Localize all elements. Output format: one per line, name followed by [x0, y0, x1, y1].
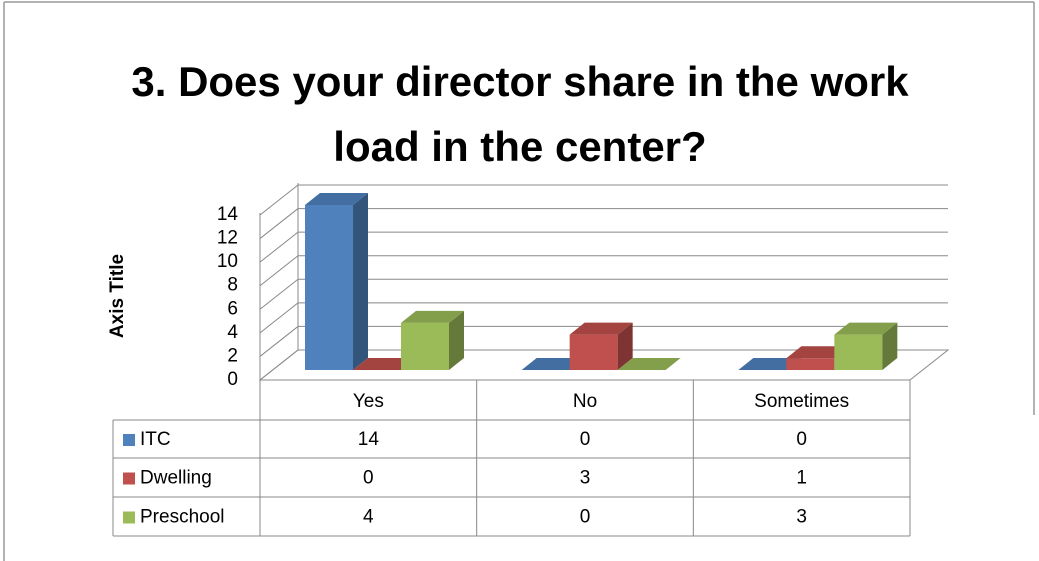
table-value: 3 [580, 468, 591, 489]
table-value: 0 [580, 507, 591, 528]
table-value: 14 [358, 429, 380, 450]
grid-line [259, 255, 299, 287]
legend-key [123, 472, 135, 485]
x-tick-label: No [573, 391, 597, 412]
y-tick-label: 6 [227, 298, 238, 319]
bar-face [882, 322, 898, 370]
grid-line [259, 349, 299, 381]
grid-line [259, 184, 299, 216]
table-value: 0 [363, 468, 374, 489]
table-value: 3 [796, 507, 807, 528]
bar-face [305, 193, 368, 205]
bar [401, 310, 464, 370]
bar-face [401, 322, 449, 370]
y-tick-label: 0 [227, 369, 238, 390]
bar-face [449, 310, 464, 370]
bar-face [569, 334, 618, 370]
y-tick-label: 12 [217, 228, 238, 249]
bar [617, 358, 681, 370]
y-tick-label: 8 [227, 275, 238, 296]
bar [353, 358, 416, 370]
bar-face [401, 310, 464, 323]
legend-label: Dwelling [140, 468, 212, 489]
grid-line [259, 302, 299, 334]
table-value: 0 [796, 429, 807, 450]
y-tick-label: 10 [217, 251, 238, 272]
table-value: 0 [580, 429, 591, 450]
chart-frame [3, 1, 1035, 561]
legend-label: Preschool [140, 507, 225, 528]
legend-key [123, 511, 135, 524]
bar-face [834, 334, 883, 370]
bar [569, 322, 633, 370]
bar [738, 358, 802, 370]
y-tick-label: 14 [217, 204, 239, 225]
chart-title: load in the center? [333, 123, 706, 170]
bar-face [569, 322, 633, 335]
grid-line [259, 231, 299, 263]
bar [834, 322, 898, 370]
y-axis-title: Axis Title [107, 254, 128, 338]
bar [305, 193, 368, 370]
x-tick-label: Sometimes [754, 391, 849, 412]
bar-face [353, 358, 416, 370]
bar-face [786, 346, 850, 359]
bar-face [786, 358, 835, 370]
y-tick-label: 2 [227, 345, 238, 366]
bar-face [738, 358, 802, 370]
bar-face [834, 322, 898, 335]
y-tick-label: 4 [227, 322, 238, 343]
x-tick-label: Yes [353, 391, 384, 412]
bar-face [305, 205, 353, 370]
grid-line [259, 278, 299, 310]
bar-face [617, 322, 633, 370]
table-value: 4 [363, 507, 374, 528]
grid-line [259, 208, 299, 239]
bar [521, 358, 585, 370]
table-value: 1 [796, 468, 807, 489]
bar-face [353, 193, 368, 370]
chart-title: 3. Does your director share in the work [131, 58, 909, 105]
bar-face [521, 358, 585, 370]
grid-line [259, 326, 299, 357]
legend-label: ITC [140, 429, 171, 450]
bar-face [617, 358, 681, 370]
legend-key [123, 434, 135, 446]
